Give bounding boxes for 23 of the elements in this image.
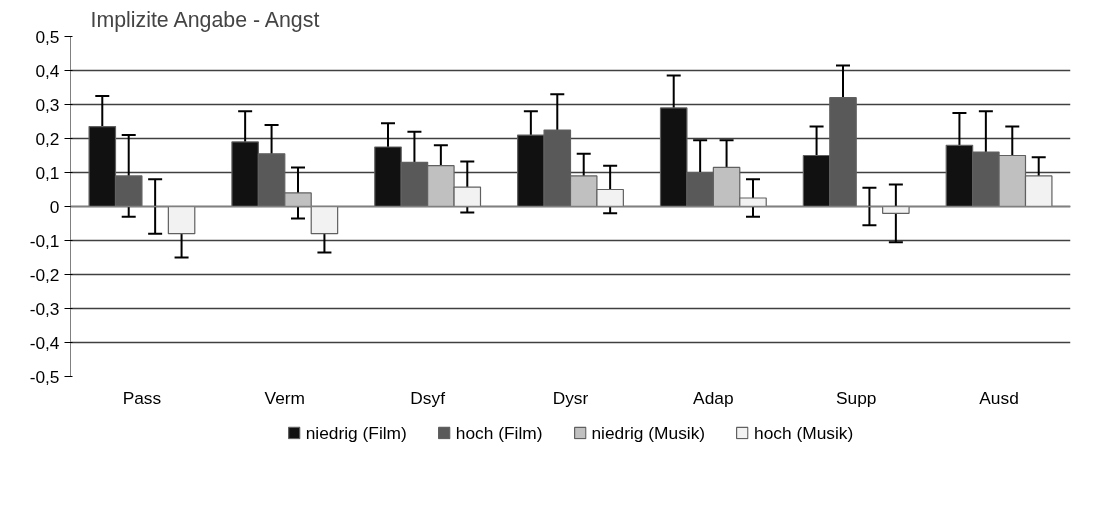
- legend-label: hoch (Musik): [754, 422, 854, 443]
- legend-label: hoch (Film): [455, 422, 543, 443]
- x-tick-label: Pass: [122, 387, 162, 408]
- y-tick-label: -0,3: [29, 298, 60, 319]
- y-tick-label: -0,1: [29, 230, 60, 251]
- y-tick-label: 0,4: [35, 60, 60, 81]
- y-tick-label: -0,4: [29, 332, 60, 353]
- x-tick-label: Dsyf: [410, 387, 446, 408]
- y-tick-label: -0,5: [29, 366, 60, 387]
- y-tick-label: 0,3: [35, 94, 60, 115]
- x-tick-label: Verm: [264, 387, 306, 408]
- legend-label: niedrig (Musik): [591, 422, 706, 443]
- y-tick-label: 0,5: [35, 26, 60, 47]
- x-tick-label: Adap: [693, 387, 734, 408]
- y-tick-label: -0,2: [29, 264, 60, 285]
- x-tick-label: Supp: [835, 387, 877, 408]
- x-tick-label: Ausd: [979, 387, 1019, 408]
- y-tick-label: 0: [49, 196, 60, 217]
- legend-label: niedrig (Film): [305, 422, 407, 443]
- y-tick-label: 0,2: [35, 128, 60, 149]
- chart-title: Implizite Angabe - Angst: [90, 7, 320, 32]
- x-tick-label: Dysr: [552, 387, 589, 408]
- y-tick-label: 0,1: [35, 162, 60, 183]
